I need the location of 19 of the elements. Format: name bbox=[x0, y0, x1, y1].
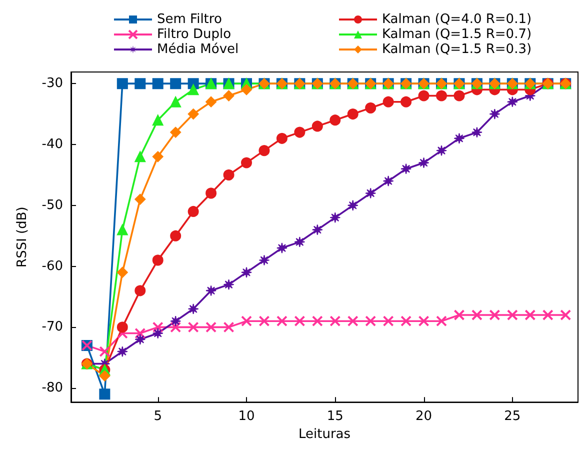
x-tick-label: 10 bbox=[238, 409, 255, 424]
legend-label: Kalman (Q=1.5 R=0.3) bbox=[382, 42, 532, 57]
x-tick-label: 15 bbox=[326, 409, 344, 424]
y-tick-label: -50 bbox=[42, 198, 63, 213]
y-tick-label: -80 bbox=[42, 380, 63, 396]
legend-label: Média Móvel bbox=[157, 42, 239, 57]
x-tick-label: 5 bbox=[154, 409, 162, 424]
legend-label: Filtro Duplo bbox=[157, 27, 232, 42]
legend-label: Kalman (Q=1.5 R=0.7) bbox=[382, 27, 532, 42]
y-tick-label: -30 bbox=[42, 76, 63, 92]
x-axis-title: Leituras bbox=[298, 427, 351, 442]
y-tick-label: -60 bbox=[42, 258, 63, 274]
y-tick-label: -40 bbox=[42, 136, 63, 152]
x-tick-label: 20 bbox=[416, 409, 432, 424]
y-axis-title: RSSI (dB) bbox=[15, 206, 30, 268]
x-tick-label: 25 bbox=[504, 409, 521, 424]
legend-label: Kalman (Q=4.0 R=0.1) bbox=[382, 12, 532, 27]
legend-label: Sem Filtro bbox=[157, 12, 222, 27]
y-tick-label: -70 bbox=[42, 320, 63, 335]
